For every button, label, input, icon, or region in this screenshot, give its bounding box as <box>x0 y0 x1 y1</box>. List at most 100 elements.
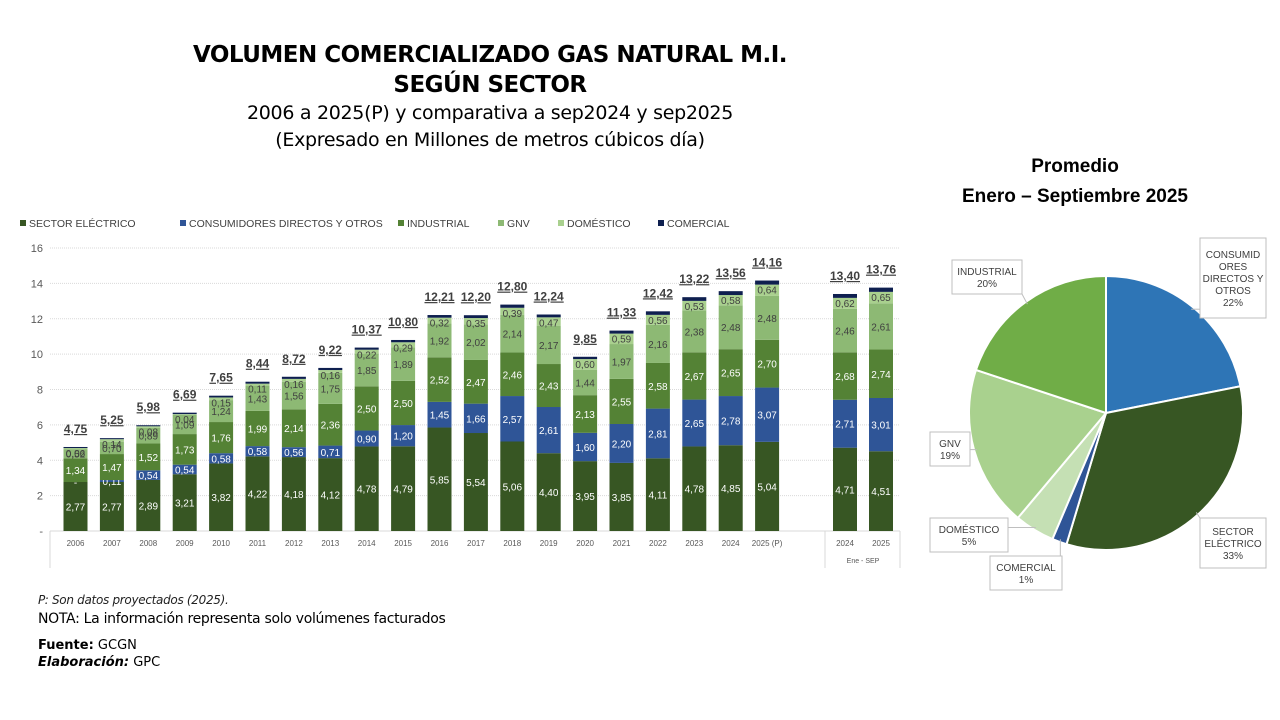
total-label: 12,20 <box>461 290 491 304</box>
slice-percent: 20% <box>977 279 997 290</box>
y-tick-label: 10 <box>31 349 43 361</box>
segment-label: 2,74 <box>871 370 891 381</box>
segment-label: 2,61 <box>539 426 559 437</box>
pie-slice <box>968 368 1108 520</box>
label-box <box>929 431 971 467</box>
bar-segment <box>281 376 306 379</box>
segment-label: 0,11 <box>103 477 122 488</box>
note-source: Fuente: GCGN Elaboración: GPC <box>38 637 445 671</box>
x-tick-label: 2023 <box>685 539 703 548</box>
segment-label: 1,89 <box>393 360 413 371</box>
bar-segment <box>245 385 270 411</box>
segment-label: 0,62 <box>835 299 855 310</box>
bar-segment <box>609 330 634 334</box>
total-label: 5,25 <box>100 413 124 427</box>
bar-segment <box>755 441 780 531</box>
segment-label: 5,06 <box>503 482 523 493</box>
bar-segment <box>281 457 306 531</box>
bar-stack: 5,54 1,66 2,47 2,02 0,35 <box>463 315 488 531</box>
x-tick-label: 2016 <box>431 539 449 548</box>
bar-stack: 5,85 1,45 2,52 1,92 0,32 <box>427 315 452 531</box>
bar-segment <box>354 446 379 531</box>
legend-item: SECTOR ELÉCTRICO <box>20 217 136 230</box>
legend-item: CONSUMIDORES DIRECTOS Y OTROS <box>180 218 383 230</box>
bar-segment <box>354 349 379 354</box>
bar-segment <box>573 369 598 396</box>
segment-label: 1,99 <box>248 425 268 436</box>
segment-label: 2,13 <box>575 410 595 421</box>
segment-label: 0,15 <box>211 398 231 409</box>
slice-percent: 1% <box>1019 575 1034 586</box>
segment-label: 0,89 <box>139 432 159 443</box>
bar-segment <box>281 381 306 410</box>
total-label: 8,72 <box>282 352 306 366</box>
slice-name: SECTOR <box>1212 527 1254 538</box>
leader-line <box>1195 512 1201 519</box>
segment-label: 2,71 <box>835 420 855 431</box>
segment-label: 0,64 <box>757 286 777 297</box>
bar-stack: 2,77 0,11 1,47 0,700,14 <box>99 438 124 531</box>
bar-stack: 4,22 0,58 1,99 1,430,11 <box>245 381 270 531</box>
bar-segment <box>833 352 857 400</box>
segment-label: 1,47 <box>102 463 122 474</box>
segment-label: 2,68 <box>835 372 855 383</box>
x-tick-label: 2014 <box>358 539 376 548</box>
total-label: 9,85 <box>573 332 597 346</box>
bar-stack: 5,06 2,57 2,46 2,14 0,39 <box>500 304 525 531</box>
legend-label: INDUSTRIAL <box>407 218 470 230</box>
slice-name: COMERCIAL <box>996 563 1056 574</box>
legend-swatch <box>498 220 504 226</box>
bar-stack: 5,04 3,07 2,70 2,48 0,64 <box>755 280 780 531</box>
segment-label: 0,70 <box>102 444 122 455</box>
segment-label: 2,70 <box>757 360 777 371</box>
x-tick-label: 2007 <box>103 539 121 548</box>
y-tick-label: 6 <box>37 420 43 432</box>
bar-segment <box>609 333 634 345</box>
y-tick-label: 8 <box>37 385 43 397</box>
bar-segment <box>755 284 780 296</box>
segment-label: 0,56 <box>284 448 304 459</box>
segment-label: 4,71 <box>835 485 855 496</box>
segment-label: 0,60 <box>575 360 595 371</box>
label-box <box>1199 517 1267 569</box>
total-label: 12,80 <box>497 280 527 294</box>
segment-label: 0,16 <box>284 380 304 391</box>
legend-label: COMERCIAL <box>667 218 730 230</box>
bar-segment <box>245 383 270 386</box>
bar-stack: 4,71 2,71 2,68 2,46 0,62 <box>833 293 857 531</box>
segment-label: 2,61 <box>871 322 891 333</box>
x-tick-label: 2025 (P) <box>752 539 783 548</box>
total-label: 9,22 <box>319 343 343 357</box>
segment-label: 2,89 <box>139 501 159 512</box>
bar-segment <box>427 357 452 402</box>
bar-segment <box>869 451 893 531</box>
bar-segment <box>63 458 88 483</box>
chart-title-line2: SEGÚN SECTOR <box>393 72 587 98</box>
pie-title-line2: Enero – Septiembre 2025 <box>962 186 1188 207</box>
segment-label: 1,09 <box>175 420 195 431</box>
legend-swatch <box>558 220 564 226</box>
segment-label: 1,75 <box>321 384 341 395</box>
x-tick-label: 2008 <box>139 539 157 548</box>
segment-label: 2,20 <box>612 439 632 450</box>
bar-segment <box>281 378 306 382</box>
segment-label: 3,07 <box>757 411 777 422</box>
segment-label: 1,44 <box>575 378 595 389</box>
segment-label: 2,48 <box>721 323 741 334</box>
x-tick-label: 2011 <box>249 539 267 548</box>
bar-segment <box>500 352 525 397</box>
segment-label: 2,81 <box>648 429 668 440</box>
slice-name: DIRECTOS Y <box>1203 274 1264 285</box>
y-tick-label: - <box>39 526 43 538</box>
bar-segment <box>318 403 343 446</box>
segment-label: 0,08 <box>139 427 159 438</box>
bar-segment <box>682 297 707 301</box>
bar-segment <box>172 414 197 415</box>
segment-label: 2,50 <box>357 404 377 415</box>
bar-segment <box>172 414 197 435</box>
bar-segment <box>869 397 893 452</box>
